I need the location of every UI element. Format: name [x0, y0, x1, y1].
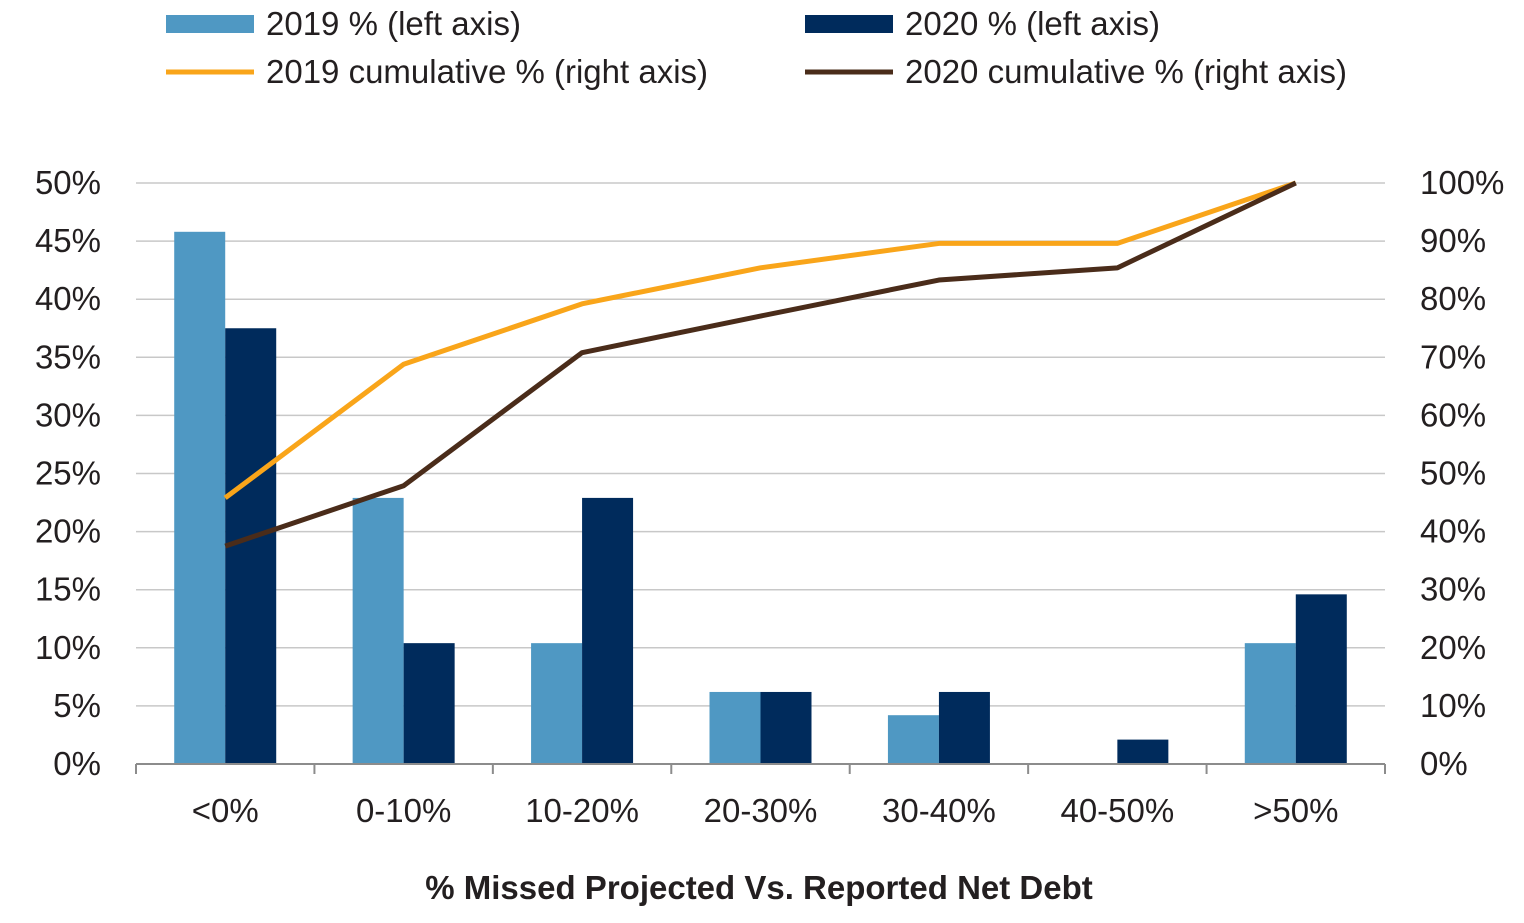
- legend-item-2019-cumulative-right-axis: 2019 cumulative % (right axis): [166, 53, 708, 90]
- right-axis-tick-label: 100%: [1420, 164, 1504, 201]
- right-axis-tick-label: 90%: [1420, 222, 1486, 259]
- left-axis-tick-label: 25%: [35, 455, 101, 492]
- left-axis-tick-label: 30%: [35, 396, 101, 433]
- category-label: >50%: [1253, 792, 1338, 829]
- left-axis-tick-label: 50%: [35, 164, 101, 201]
- line-2019-cumulative: [223, 180, 1297, 500]
- left-axis-tick-label: 10%: [35, 629, 101, 666]
- legend-label: 2020 cumulative % (right axis): [905, 53, 1347, 90]
- category-label: 30-40%: [882, 792, 996, 829]
- bars: [174, 231, 1347, 764]
- category-label: 20-30%: [704, 792, 818, 829]
- bar-2020-0: [225, 328, 277, 764]
- gridlines: [136, 182, 1385, 707]
- legend-item-2020-left-axis: 2020 % (left axis): [805, 5, 1160, 42]
- bar-2020-0-10: [403, 643, 455, 764]
- right-axis-tick-label: 40%: [1420, 513, 1486, 550]
- bar-2020-10-20: [582, 497, 634, 764]
- bar-2019-10-20: [531, 643, 583, 764]
- bar-2019-30-40: [887, 715, 939, 764]
- bar-2019-0: [174, 231, 226, 764]
- left-axis-tick-label: 5%: [53, 687, 101, 724]
- right-axis-tick-label: 0%: [1420, 745, 1468, 782]
- category-label: 0-10%: [356, 792, 451, 829]
- bar-2019-20-30: [709, 691, 761, 764]
- category-label: <0%: [192, 792, 259, 829]
- legend-label: 2020 % (left axis): [905, 5, 1160, 42]
- left-axis-tick-label: 45%: [35, 222, 101, 259]
- legend-item-2019-left-axis: 2019 % (left axis): [166, 5, 521, 42]
- left-axis-tick-label: 35%: [35, 338, 101, 375]
- legend-label: 2019 % (left axis): [266, 5, 521, 42]
- bar-2020-40-50: [1117, 739, 1169, 764]
- left-axis-tick-label: 20%: [35, 513, 101, 550]
- right-axis-tick-label: 30%: [1420, 571, 1486, 608]
- line-2020-cumulative: [224, 180, 1297, 549]
- bar-2020-30-40: [938, 691, 990, 764]
- category-label: 40-50%: [1060, 792, 1174, 829]
- legend-swatch: [166, 15, 254, 33]
- category-label: 10-20%: [525, 792, 639, 829]
- legend-label: 2019 cumulative % (right axis): [266, 53, 708, 90]
- bar-2019-0-10: [352, 497, 404, 764]
- legend: 2019 % (left axis) 2020 % (left axis) 2019…: [166, 5, 1347, 90]
- cumulative-lines: [223, 180, 1297, 549]
- axes: 0% 5% 10% 15% 20% 25% 30% 35% 40% 45% 50% 0% 10% 20% 3…: [35, 164, 1504, 829]
- right-axis-tick-label: 50%: [1420, 455, 1486, 492]
- legend-swatch: [805, 15, 893, 33]
- bar-2020-20-30: [760, 691, 812, 764]
- right-axis-tick-label: 80%: [1420, 280, 1486, 317]
- right-axis-tick-label: 60%: [1420, 396, 1486, 433]
- right-axis-tick-label: 10%: [1420, 687, 1486, 724]
- legend-item-2020-cumulative-right-axis: 2020 cumulative % (right axis): [805, 53, 1347, 90]
- x-axis-title: % Missed Projected Vs. Reported Net Debt: [425, 869, 1093, 906]
- left-axis-tick-label: 15%: [35, 571, 101, 608]
- left-axis-tick-label: 40%: [35, 280, 101, 317]
- bar-2020-50: [1295, 594, 1347, 764]
- bar-2019-50: [1244, 643, 1296, 764]
- left-axis-tick-label: 0%: [53, 745, 101, 782]
- right-axis-tick-label: 70%: [1420, 338, 1486, 375]
- right-axis-tick-label: 20%: [1420, 629, 1486, 666]
